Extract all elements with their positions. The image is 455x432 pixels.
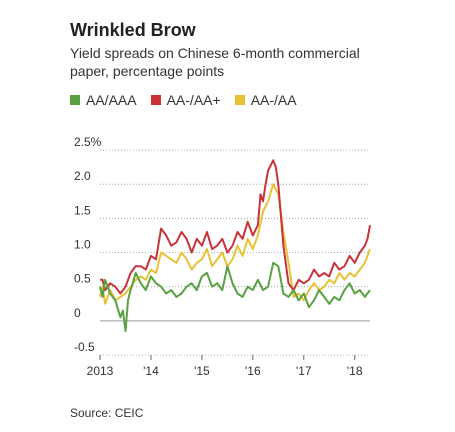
y-tick-label: 1.0 — [74, 238, 91, 252]
x-tick-label: '18 — [347, 364, 363, 378]
legend-item-aa-minus-aa: AA-/AA — [234, 92, 297, 108]
series-line-aa-aaa — [99, 261, 371, 333]
y-tick-label: 2.0 — [74, 169, 91, 183]
legend-item-aa-minus-aa-plus: AA-/AA+ — [150, 92, 221, 108]
legend-label-aa-aaa: AA/AAA — [86, 92, 137, 108]
legend-label-aa-minus-aa: AA-/AA — [250, 92, 297, 108]
series-lines — [99, 159, 371, 333]
series-line-aa-aa — [99, 183, 371, 305]
legend-label-aa-minus-aa-plus: AA-/AA+ — [166, 92, 221, 108]
y-tick-label: 0.5 — [74, 272, 91, 286]
chart-title: Wrinkled Brow — [70, 20, 196, 40]
x-axis-group: 2013 '14 '15 '16 '17 '18 — [87, 355, 363, 378]
x-tick-label: '17 — [296, 364, 312, 378]
legend-swatch-aa-aaa — [70, 95, 80, 105]
series-line-aa-aa-plus — [100, 159, 371, 295]
y-tick-label: 1.5 — [74, 203, 91, 217]
x-tick-label: '15 — [194, 364, 210, 378]
legend-swatch-aa-minus-aa — [234, 95, 245, 105]
legend-item-aa-aaa: AA/AAA — [70, 92, 137, 108]
x-tick-label: '14 — [143, 364, 159, 378]
x-tick-label: '16 — [245, 364, 261, 378]
chart-legend: AA/AAA AA-/AA+ AA-/AA — [70, 92, 297, 108]
chart-subtitle: Yield spreads on Chinese 6-month commerc… — [70, 45, 360, 79]
x-tick-label: 2013 — [87, 364, 114, 378]
legend-swatch-aa-minus-aa-plus — [150, 95, 161, 105]
y-tick-labels: -0.5 0 0.5 1.0 1.5 2.0 2.5% — [74, 135, 102, 354]
y-tick-label: 0 — [74, 306, 81, 320]
source-note: Source: CEIC — [70, 406, 144, 420]
y-tick-label: -0.5 — [74, 340, 95, 354]
y-tick-label: 2.5% — [74, 135, 102, 149]
